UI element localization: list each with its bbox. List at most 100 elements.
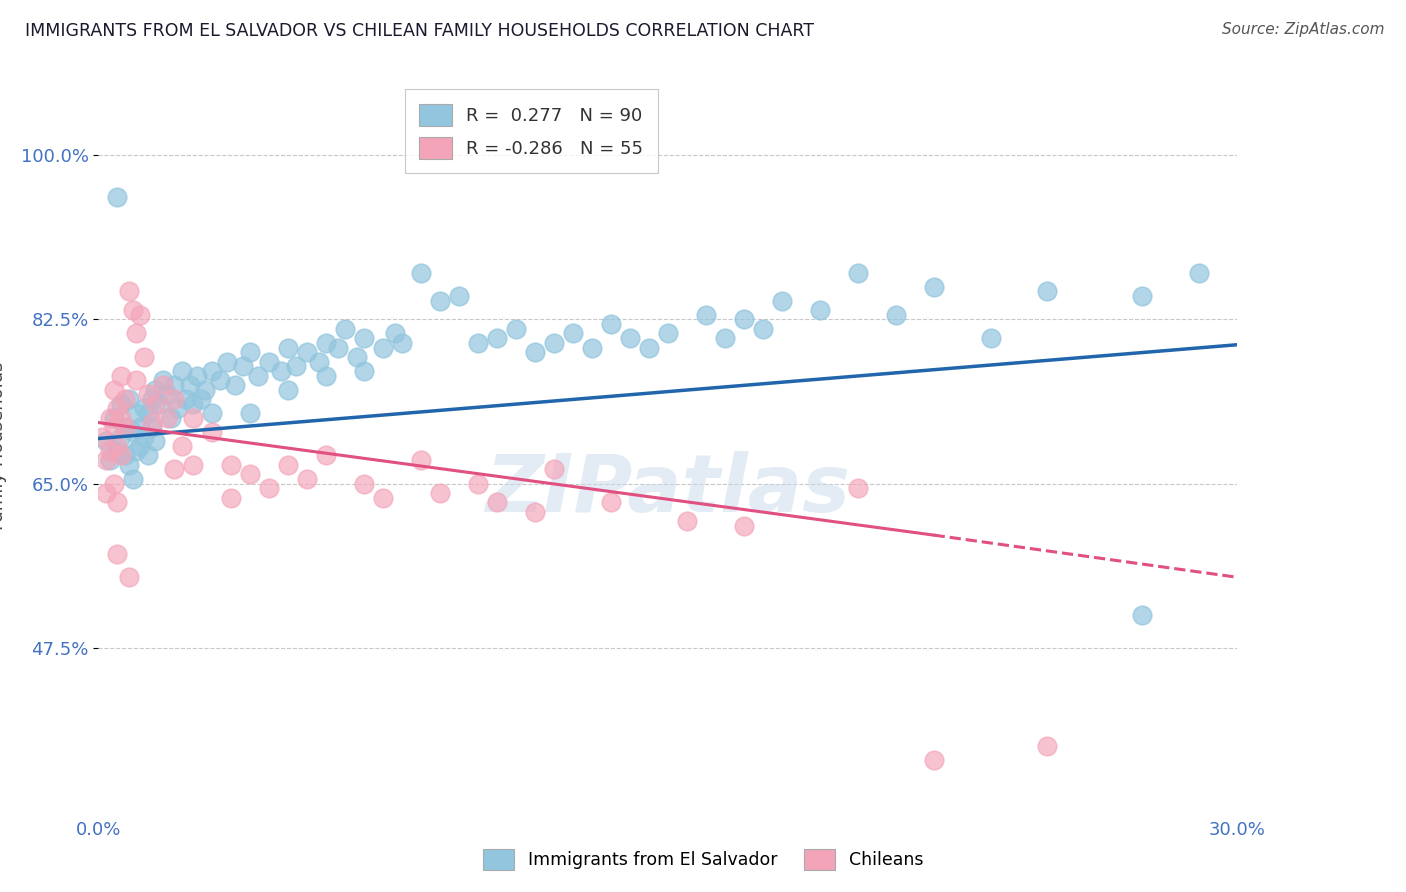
Point	[163, 378, 186, 392]
Point	[922, 279, 945, 293]
Point	[270, 364, 292, 378]
Point	[156, 387, 179, 401]
Point	[94, 453, 117, 467]
Point	[194, 383, 217, 397]
Point	[98, 453, 121, 467]
Point	[543, 335, 565, 350]
Point	[277, 383, 299, 397]
Point	[315, 449, 337, 463]
Point	[163, 392, 186, 406]
Point	[846, 481, 869, 495]
Point	[221, 458, 243, 472]
Point	[346, 350, 368, 364]
Point	[125, 406, 148, 420]
Point	[1132, 607, 1154, 622]
Point	[121, 472, 143, 486]
Point	[353, 476, 375, 491]
Point	[1188, 266, 1211, 280]
Point	[107, 401, 129, 416]
Point	[183, 397, 205, 411]
Point	[246, 368, 269, 383]
Point	[129, 420, 152, 434]
Point	[411, 266, 433, 280]
Point	[107, 547, 129, 561]
Point	[221, 491, 243, 505]
Point	[315, 335, 337, 350]
Point	[107, 439, 129, 453]
Point	[1036, 739, 1059, 753]
Point	[121, 425, 143, 439]
Point	[315, 368, 337, 383]
Point	[118, 285, 141, 299]
Point	[136, 387, 159, 401]
Point	[103, 476, 125, 491]
Point	[884, 308, 907, 322]
Point	[486, 331, 509, 345]
Point	[145, 383, 167, 397]
Point	[239, 467, 262, 482]
Point	[922, 753, 945, 767]
Point	[163, 462, 186, 476]
Point	[638, 341, 661, 355]
Point	[201, 406, 224, 420]
Point	[308, 354, 330, 368]
Point	[129, 308, 152, 322]
Point	[156, 410, 179, 425]
Point	[103, 420, 125, 434]
Point	[103, 383, 125, 397]
Point	[141, 392, 163, 406]
Point	[98, 410, 121, 425]
Point	[371, 491, 394, 505]
Point	[581, 341, 603, 355]
Point	[132, 350, 155, 364]
Point	[752, 322, 775, 336]
Point	[145, 434, 167, 449]
Point	[170, 439, 193, 453]
Point	[121, 303, 143, 318]
Point	[125, 373, 148, 387]
Point	[132, 401, 155, 416]
Point	[129, 439, 152, 453]
Point	[125, 326, 148, 341]
Point	[429, 486, 451, 500]
Point	[136, 449, 159, 463]
Point	[103, 410, 125, 425]
Point	[733, 518, 755, 533]
Point	[467, 476, 489, 491]
Point	[391, 335, 413, 350]
Point	[733, 312, 755, 326]
Point	[217, 354, 239, 368]
Point	[94, 434, 117, 449]
Point	[201, 425, 224, 439]
Point	[657, 326, 679, 341]
Point	[159, 410, 181, 425]
Point	[543, 462, 565, 476]
Point	[353, 331, 375, 345]
Point	[371, 341, 394, 355]
Point	[335, 322, 357, 336]
Point	[125, 443, 148, 458]
Point	[141, 420, 163, 434]
Legend: R =  0.277   N = 90, R = -0.286   N = 55: R = 0.277 N = 90, R = -0.286 N = 55	[405, 89, 658, 173]
Point	[145, 397, 167, 411]
Text: Source: ZipAtlas.com: Source: ZipAtlas.com	[1222, 22, 1385, 37]
Point	[110, 449, 132, 463]
Point	[201, 364, 224, 378]
Point	[114, 420, 136, 434]
Point	[110, 429, 132, 443]
Point	[152, 378, 174, 392]
Point	[118, 570, 141, 584]
Point	[132, 429, 155, 443]
Point	[277, 341, 299, 355]
Point	[284, 359, 307, 374]
Point	[676, 514, 699, 528]
Point	[524, 345, 547, 359]
Point	[141, 416, 163, 430]
Point	[384, 326, 406, 341]
Point	[600, 495, 623, 509]
Point	[232, 359, 254, 374]
Point	[179, 378, 201, 392]
Point	[353, 364, 375, 378]
Point	[136, 406, 159, 420]
Point	[411, 453, 433, 467]
